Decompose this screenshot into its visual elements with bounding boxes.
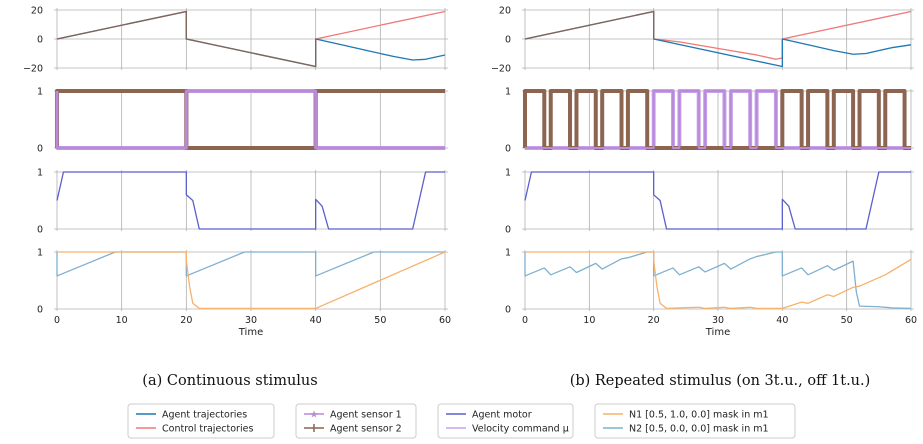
subplot-a-row-3: 10 bbox=[37, 248, 448, 316]
series-line-sensor1 bbox=[55, 89, 445, 150]
y-tick-label: 0 bbox=[37, 144, 43, 155]
caption-b: (b) Repeated stimulus (on 3t.u., off 1t.… bbox=[570, 373, 871, 389]
y-tick-label: 0 bbox=[505, 225, 511, 236]
legend-box-2 bbox=[437, 403, 574, 439]
series-line-sensor1 bbox=[525, 90, 911, 149]
y-tick-label: −20 bbox=[491, 64, 511, 75]
y-tick-label: 0 bbox=[37, 305, 43, 316]
y-tick-label: 0 bbox=[37, 225, 43, 236]
x-axis-label: Time bbox=[238, 327, 263, 338]
x-axis-label: Time bbox=[705, 327, 730, 338]
legend: Agent trajectories Control trajectories ★ A… bbox=[127, 403, 796, 439]
subplot-b-row-2: 10 bbox=[505, 168, 914, 236]
series-line-sensor2 bbox=[56, 10, 317, 68]
x-tick-label: 50 bbox=[841, 315, 853, 326]
subplot-b-row-0: 20 0 −20 bbox=[491, 6, 914, 75]
series-line-n2 bbox=[524, 251, 912, 310]
legend-label: Velocity command μ bbox=[472, 424, 569, 435]
y-tick-label: 0 bbox=[37, 35, 43, 46]
series-line-motor bbox=[56, 171, 445, 230]
subplot-a-row-0: 20 0 −20 bbox=[23, 6, 448, 75]
subplot-b-row-3: 10 bbox=[505, 248, 914, 316]
y-tick-label: 1 bbox=[37, 87, 43, 98]
y-tick-label: 0 bbox=[505, 144, 511, 155]
series-line-sensor2 bbox=[524, 10, 655, 40]
y-tick-label: 0 bbox=[505, 305, 511, 316]
x-tick-label: 40 bbox=[776, 315, 788, 326]
y-tick-label: 20 bbox=[31, 6, 43, 17]
series-line-n1 bbox=[57, 251, 446, 310]
legend-label: N2 [0.5, 0.0, 0.0] mask in m1 bbox=[629, 424, 769, 435]
x-tick-label: 60 bbox=[439, 315, 451, 326]
y-tick-label: 20 bbox=[499, 6, 511, 17]
x-tick-label: 30 bbox=[245, 315, 257, 326]
y-tick-label: 1 bbox=[505, 168, 511, 179]
legend-label: N1 [0.5, 1.0, 0.0] mask in m1 bbox=[629, 410, 769, 421]
legend-label: Agent trajectories bbox=[162, 410, 247, 421]
subplot-a-row-2: 10 bbox=[37, 168, 448, 236]
x-tick-label: 30 bbox=[712, 315, 724, 326]
y-tick-label: −20 bbox=[23, 64, 43, 75]
x-tick-label: 20 bbox=[648, 315, 660, 326]
y-tick-label: 1 bbox=[505, 87, 511, 98]
legend-label: Agent sensor 1 bbox=[330, 410, 402, 421]
x-tick-label: 20 bbox=[180, 315, 192, 326]
y-tick-label: 1 bbox=[505, 248, 511, 259]
legend-box-0 bbox=[127, 403, 275, 439]
legend-box-1 bbox=[295, 403, 417, 439]
subplot-b-row-1: 10 bbox=[505, 87, 914, 155]
x-tick-label: 40 bbox=[310, 315, 322, 326]
y-tick-label: 0 bbox=[505, 35, 511, 46]
legend-star-icon: ★ bbox=[310, 410, 319, 421]
x-tick-label: 50 bbox=[374, 315, 386, 326]
caption-a: (a) Continuous stimulus bbox=[142, 373, 317, 389]
series-line-motor bbox=[524, 171, 911, 230]
x-tick-label: 10 bbox=[116, 315, 128, 326]
legend-label: Agent sensor 2 bbox=[330, 424, 402, 435]
x-tick-label: 60 bbox=[905, 315, 917, 326]
legend-label: Agent motor bbox=[472, 410, 532, 421]
legend-box-3 bbox=[594, 403, 796, 439]
x-tick-label: 0 bbox=[522, 315, 528, 326]
series-line-n2 bbox=[56, 251, 445, 277]
series-line-n1 bbox=[525, 251, 912, 310]
legend-label: Control trajectories bbox=[162, 424, 253, 435]
subplot-a-row-1: 10 bbox=[37, 87, 448, 155]
x-tick-label: 10 bbox=[583, 315, 595, 326]
x-tick-label: 0 bbox=[54, 315, 60, 326]
y-tick-label: 1 bbox=[37, 168, 43, 179]
y-tick-label: 1 bbox=[37, 248, 43, 259]
